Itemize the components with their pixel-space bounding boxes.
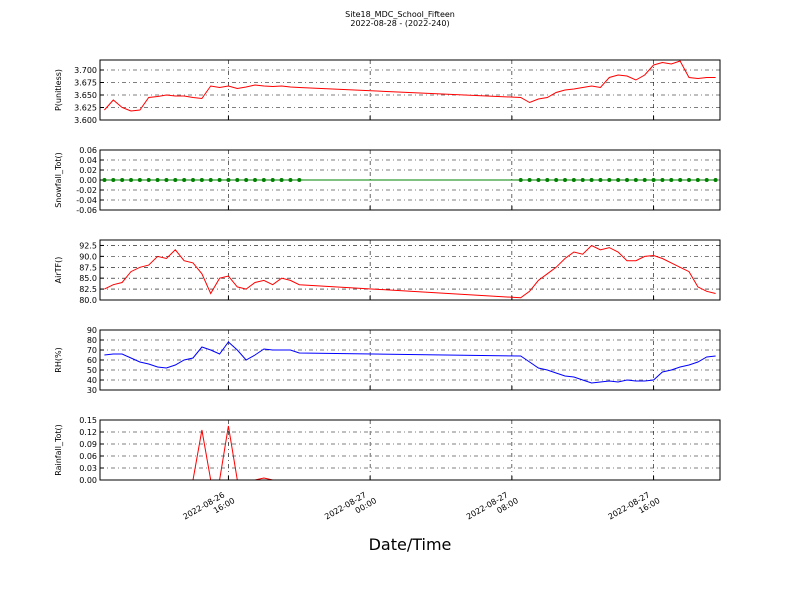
data-point [660,178,665,182]
y-tick-label: 0.04 [79,156,97,165]
chart-title: Site18_MDC_School_Fifteen [345,10,455,19]
data-point [625,178,629,182]
data-point [191,178,195,182]
data-point [137,178,142,182]
plot-frame [99,419,721,481]
data-point [244,178,249,182]
y-tick-label: 80 [87,336,97,345]
data-point [261,178,266,182]
data-point [288,178,293,182]
data-point [111,178,116,182]
y-tick-label: 0.09 [79,440,97,449]
y-tick-label: 50 [87,366,97,375]
y-tick-label: 70 [87,346,97,355]
data-point [563,178,567,182]
y-axis-label: P(unitless) [54,69,63,111]
y-tick-label: 30 [87,386,97,395]
y-tick-label: 3.625 [74,104,97,113]
data-point [598,178,603,182]
y-tick-label: 0.03 [79,464,97,473]
chart-subtitle: 2022-08-28 - (2022-240) [350,19,449,28]
y-tick-label: 0.12 [79,428,97,437]
y-axis-label: Snowfall_Tot() [54,152,63,208]
data-point [633,178,638,182]
data-point [607,178,612,182]
data-point [164,178,169,182]
data-point [182,178,187,182]
data-line [104,425,716,481]
data-point [678,178,683,182]
y-tick-label: 90.0 [79,252,97,261]
y-tick-label: 3.700 [74,66,97,75]
data-point [217,178,222,182]
x-tick-label: 2022-08-2708:00 [465,487,520,530]
plot-frame [99,59,721,121]
plot-frame [99,329,721,391]
data-point [208,178,213,182]
data-point [554,178,559,182]
y-tick-label: 0.00 [79,176,97,185]
data-line [104,341,716,384]
data-point [687,178,691,182]
data-point [616,178,621,182]
y-tick-label: 40 [87,376,97,385]
y-tick-label: 87.5 [79,263,97,272]
plot-frame [99,149,721,211]
x-axis-label: Date/Time [369,535,452,554]
y-tick-label: -0.04 [76,196,97,205]
data-point [571,178,576,182]
data-point [120,178,125,182]
y-axis-label: RH(%) [54,347,63,372]
data-point [226,178,231,182]
data-point [527,178,532,182]
y-tick-label: -0.02 [76,186,97,195]
y-tick-label: 0.06 [79,452,97,461]
data-point [270,178,275,182]
data-point [253,178,257,182]
y-tick-label: 80.0 [79,296,97,305]
y-tick-label: 85.0 [79,274,97,283]
data-point [518,178,523,182]
data-point [173,178,178,182]
data-point [545,178,550,182]
data-point [129,178,133,182]
y-tick-label: -0.06 [76,206,97,215]
y-tick-label: 3.675 [74,79,97,88]
y-tick-label: 60 [87,356,97,365]
data-point [589,178,594,182]
y-tick-label: 92.5 [79,241,97,250]
x-tick-label: 2022-08-2700:00 [323,487,378,530]
y-tick-label: 0.15 [79,416,97,425]
plot-frame [99,239,721,301]
data-point [695,178,700,182]
data-point [199,178,204,182]
data-point [297,178,302,182]
data-point [642,178,647,182]
data-point [669,178,674,182]
data-point [704,178,709,182]
data-point [235,178,240,182]
data-point [146,178,151,182]
y-tick-label: 90 [87,326,97,335]
data-point [580,178,585,182]
y-tick-label: 0.06 [79,146,97,155]
y-tick-label: 0.00 [79,476,97,485]
data-point [155,178,160,182]
x-tick-label: 2022-08-2616:00 [181,487,236,530]
data-line [104,244,716,299]
y-tick-label: 82.5 [79,285,97,294]
y-axis-label: Rainfall_Tot() [54,424,63,476]
data-point [713,178,718,182]
data-point [536,178,541,182]
y-tick-label: 3.600 [74,116,97,125]
data-point [102,178,107,182]
y-axis-label: AirTF() [54,257,63,284]
data-point [651,178,656,182]
data-line [104,60,716,112]
data-point [279,178,284,182]
y-tick-label: 0.02 [79,166,97,175]
x-tick-label: 2022-08-2716:00 [607,487,662,530]
y-tick-label: 3.650 [74,91,97,100]
